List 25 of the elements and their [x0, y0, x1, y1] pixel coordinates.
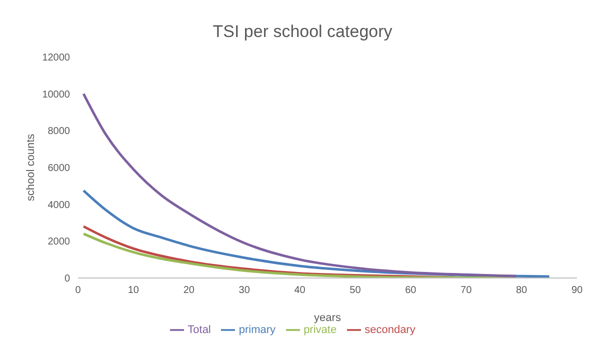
y-tick-label: 4000: [48, 200, 70, 211]
x-tick-label: 50: [350, 285, 362, 296]
x-tick-label: 20: [183, 285, 195, 296]
y-tick-label: 12000: [42, 52, 70, 64]
y-tick-label: 0: [64, 274, 70, 285]
x-tick-label: 10: [128, 285, 140, 296]
chart-title: TSI per school category: [212, 21, 394, 43]
y-tick-label: 2000: [48, 236, 70, 248]
y-axis-title: school counts: [24, 133, 37, 202]
x-tick-label: 80: [516, 285, 528, 296]
x-axis-title: years: [314, 312, 342, 324]
y-tick-label: 6000: [48, 163, 70, 174]
x-tick-label: 40: [294, 285, 306, 296]
x-tick-label: 30: [238, 285, 250, 296]
x-tick-label: 60: [405, 285, 417, 296]
line-series: [82, 92, 518, 278]
legend-label: secondary: [364, 324, 416, 336]
x-tick-label: 70: [460, 285, 472, 296]
x-tick-label: 0: [75, 285, 82, 296]
y-tick-label: 8000: [48, 126, 70, 138]
legend-label: Total: [188, 324, 211, 336]
y-tick-label: 10000: [42, 89, 70, 100]
legend-label: primary: [238, 324, 276, 336]
legend-label: private: [304, 324, 337, 336]
x-tick-label: 90: [571, 285, 583, 296]
